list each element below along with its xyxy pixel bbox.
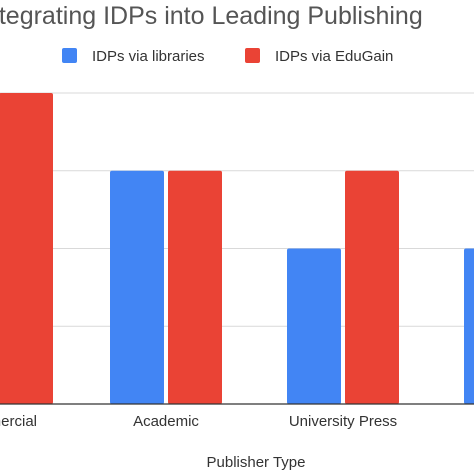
- legend-label-edugain: IDPs via EduGain: [275, 48, 393, 65]
- legend: IDPs via libraries IDPs via EduGain: [62, 48, 393, 65]
- x-axis-tick-labels: CommercialAcademicUniversity PressSociet…: [0, 413, 397, 430]
- legend-label-libraries: IDPs via libraries: [92, 48, 205, 65]
- bar-idps-via-edugain-university-press: [345, 170, 399, 404]
- x-tick-label-commercial: Commercial: [0, 413, 37, 430]
- x-tick-label-academic: Academic: [133, 413, 199, 430]
- legend-swatch-edugain: [245, 48, 260, 63]
- bar-idps-via-libraries-university-press: [287, 248, 341, 404]
- chart-title: Integrating IDPs into Leading Publishing: [0, 2, 423, 30]
- legend-swatch-libraries: [62, 48, 77, 63]
- bar-idps-via-libraries-society: [464, 248, 474, 404]
- bar-idps-via-edugain-commercial: [0, 93, 53, 404]
- bar-idps-via-edugain-academic: [168, 170, 222, 404]
- x-tick-label-university-press: University Press: [289, 413, 397, 430]
- bar-idps-via-libraries-academic: [110, 170, 164, 404]
- x-axis-title: Publisher Type: [207, 454, 306, 471]
- bars: [0, 93, 474, 404]
- gridlines: [0, 92, 474, 327]
